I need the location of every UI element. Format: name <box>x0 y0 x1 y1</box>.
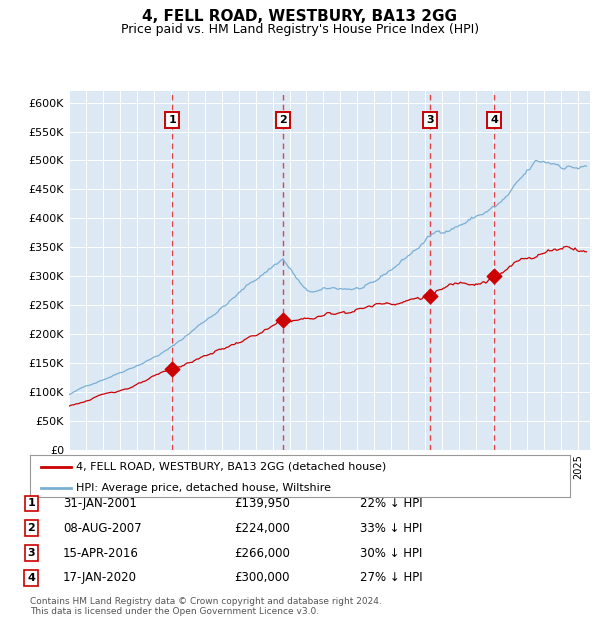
Text: Contains HM Land Registry data © Crown copyright and database right 2024.: Contains HM Land Registry data © Crown c… <box>30 597 382 606</box>
Point <box>425 291 435 301</box>
Text: 4, FELL ROAD, WESTBURY, BA13 2GG (detached house): 4, FELL ROAD, WESTBURY, BA13 2GG (detach… <box>76 462 386 472</box>
Text: 2: 2 <box>28 523 35 533</box>
Text: 15-APR-2016: 15-APR-2016 <box>63 547 139 559</box>
Text: 2: 2 <box>279 115 287 125</box>
Text: £224,000: £224,000 <box>234 522 290 534</box>
Text: 4, FELL ROAD, WESTBURY, BA13 2GG: 4, FELL ROAD, WESTBURY, BA13 2GG <box>143 9 458 24</box>
Text: Price paid vs. HM Land Registry's House Price Index (HPI): Price paid vs. HM Land Registry's House … <box>121 23 479 36</box>
Text: 22% ↓ HPI: 22% ↓ HPI <box>360 497 422 510</box>
Text: 17-JAN-2020: 17-JAN-2020 <box>63 572 137 584</box>
Text: 3: 3 <box>427 115 434 125</box>
Point <box>278 315 287 325</box>
Text: £139,950: £139,950 <box>234 497 290 510</box>
Text: 4: 4 <box>490 115 498 125</box>
Text: £266,000: £266,000 <box>234 547 290 559</box>
Text: 1: 1 <box>168 115 176 125</box>
Text: £300,000: £300,000 <box>234 572 290 584</box>
Text: 27% ↓ HPI: 27% ↓ HPI <box>360 572 422 584</box>
Text: 3: 3 <box>28 548 35 558</box>
Text: 30% ↓ HPI: 30% ↓ HPI <box>360 547 422 559</box>
Point <box>167 364 177 374</box>
Text: HPI: Average price, detached house, Wiltshire: HPI: Average price, detached house, Wilt… <box>76 483 331 493</box>
Text: 4: 4 <box>27 573 35 583</box>
Text: 1: 1 <box>28 498 35 508</box>
Text: This data is licensed under the Open Government Licence v3.0.: This data is licensed under the Open Gov… <box>30 607 319 616</box>
Text: 31-JAN-2001: 31-JAN-2001 <box>63 497 137 510</box>
Text: 08-AUG-2007: 08-AUG-2007 <box>63 522 142 534</box>
Point <box>489 271 499 281</box>
Text: 33% ↓ HPI: 33% ↓ HPI <box>360 522 422 534</box>
